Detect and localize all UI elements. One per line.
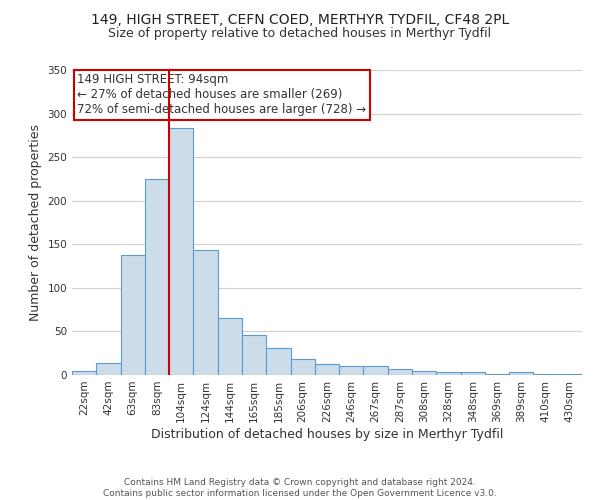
Bar bbox=[533, 374, 558, 375]
Bar bbox=[485, 374, 509, 375]
Bar bbox=[121, 254, 145, 375]
Bar bbox=[461, 372, 485, 375]
Bar bbox=[193, 250, 218, 375]
Bar bbox=[266, 348, 290, 375]
Bar bbox=[339, 366, 364, 375]
Bar bbox=[169, 128, 193, 375]
Bar bbox=[412, 370, 436, 375]
Bar bbox=[388, 369, 412, 375]
Bar bbox=[72, 370, 96, 375]
Bar bbox=[96, 363, 121, 375]
Bar bbox=[364, 366, 388, 375]
Y-axis label: Number of detached properties: Number of detached properties bbox=[29, 124, 42, 321]
Text: Contains HM Land Registry data © Crown copyright and database right 2024.
Contai: Contains HM Land Registry data © Crown c… bbox=[103, 478, 497, 498]
Bar bbox=[218, 318, 242, 375]
Bar bbox=[242, 335, 266, 375]
Bar bbox=[558, 374, 582, 375]
Bar bbox=[509, 372, 533, 375]
Text: 149 HIGH STREET: 94sqm
← 27% of detached houses are smaller (269)
72% of semi-de: 149 HIGH STREET: 94sqm ← 27% of detached… bbox=[77, 73, 366, 116]
Bar bbox=[145, 179, 169, 375]
Text: 149, HIGH STREET, CEFN COED, MERTHYR TYDFIL, CF48 2PL: 149, HIGH STREET, CEFN COED, MERTHYR TYD… bbox=[91, 12, 509, 26]
Bar bbox=[436, 372, 461, 375]
Bar bbox=[290, 360, 315, 375]
X-axis label: Distribution of detached houses by size in Merthyr Tydfil: Distribution of detached houses by size … bbox=[151, 428, 503, 440]
Bar bbox=[315, 364, 339, 375]
Text: Size of property relative to detached houses in Merthyr Tydfil: Size of property relative to detached ho… bbox=[109, 28, 491, 40]
